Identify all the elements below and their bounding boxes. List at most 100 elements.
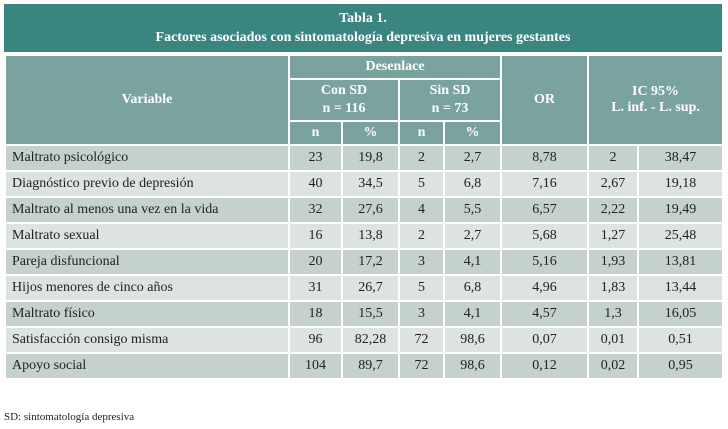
value-cell: 5,5	[442, 196, 503, 224]
con-sd-n: n = 116	[322, 101, 366, 116]
value-cell: 16	[288, 222, 343, 250]
variable-cell: Maltrato físico	[4, 300, 290, 328]
value-cell: 20	[288, 248, 343, 276]
value-cell: 89,7	[341, 352, 400, 380]
table-number: Tabla 1.	[339, 11, 387, 26]
value-cell: 19,49	[637, 196, 725, 224]
value-cell: 8,78	[500, 144, 590, 172]
value-cell: 2,22	[587, 196, 640, 224]
value-cell: 1,3	[587, 300, 640, 328]
value-cell: 4,96	[500, 274, 590, 302]
header-or: OR	[500, 54, 590, 146]
value-cell: 0,07	[500, 326, 590, 354]
table-row: Apoyo social 104 89,7 72 98,6 0,12 0,02 0,95	[4, 352, 725, 380]
value-cell: 98,6	[442, 352, 503, 380]
table-row: Maltrato psicológico 23 19,8 2 2,7 8,78 2 38,47	[4, 144, 725, 172]
value-cell: 32	[288, 196, 343, 224]
header-variable: Variable	[4, 54, 290, 146]
value-cell: 19,8	[341, 144, 400, 172]
value-cell: 2	[587, 144, 640, 172]
value-cell: 31	[288, 274, 343, 302]
value-cell: 6,8	[442, 274, 503, 302]
ic-sub-label: L. inf. - L. sup.	[611, 100, 700, 115]
table-row: Maltrato sexual 16 13,8 2 2,7 5,68 1,27 25,48	[4, 222, 725, 250]
table-row: Diagnóstico previo de depresión 40 34,5 5 6,…	[4, 170, 725, 198]
value-cell: 2,7	[442, 144, 503, 172]
variable-cell: Apoyo social	[4, 352, 290, 380]
value-cell: 7,16	[500, 170, 590, 198]
value-cell: 2,67	[587, 170, 640, 198]
data-table: Variable Desenlace OR IC 95% L. inf. - L.…	[4, 54, 725, 380]
footnote: SD: sintomatología depresiva	[4, 411, 135, 423]
value-cell: 0,12	[500, 352, 590, 380]
value-cell: 3	[398, 248, 445, 276]
value-cell: 72	[398, 326, 445, 354]
value-cell: 82,28	[341, 326, 400, 354]
variable-cell: Hijos menores de cinco años	[4, 274, 290, 302]
value-cell: 4,57	[500, 300, 590, 328]
value-cell: 4	[398, 196, 445, 224]
value-cell: 0,51	[637, 326, 725, 354]
sin-sd-n: n = 73	[431, 101, 469, 116]
header-n: n	[398, 120, 445, 146]
variable-cell: Maltrato psicológico	[4, 144, 290, 172]
header-pct: %	[341, 120, 400, 146]
value-cell: 2	[398, 144, 445, 172]
value-cell: 5	[398, 274, 445, 302]
value-cell: 96	[288, 326, 343, 354]
value-cell: 1,27	[587, 222, 640, 250]
value-cell: 5,68	[500, 222, 590, 250]
value-cell: 5,16	[500, 248, 590, 276]
variable-cell: Pareja disfuncional	[4, 248, 290, 276]
value-cell: 34,5	[341, 170, 400, 198]
value-cell: 15,5	[341, 300, 400, 328]
header-sin-sd: Sin SD n = 73	[397, 78, 503, 122]
header-con-sd: Con SD n = 116	[288, 78, 400, 122]
con-sd-label: Con SD	[320, 83, 368, 98]
header-ic: IC 95% L. inf. - L. sup.	[587, 54, 725, 146]
value-cell: 23	[288, 144, 343, 172]
value-cell: 38,47	[637, 144, 725, 172]
value-cell: 0,01	[587, 326, 640, 354]
value-cell: 13,81	[637, 248, 725, 276]
header-n: n	[288, 120, 343, 146]
variable-cell: Maltrato al menos una vez en la vida	[4, 196, 290, 224]
value-cell: 6,8	[442, 170, 503, 198]
table-caption: Factores asociados con sintomatología de…	[155, 30, 571, 45]
header-outcome: Desenlace	[287, 54, 503, 80]
value-cell: 1,93	[587, 248, 640, 276]
table-title: Tabla 1. Factores asociados con sintomat…	[4, 4, 722, 52]
value-cell: 2	[398, 222, 445, 250]
variable-cell: Diagnóstico previo de depresión	[4, 170, 290, 198]
table-row: Maltrato físico 18 15,5 3 4,1 4,57 1,3 16,05	[4, 300, 725, 328]
value-cell: 17,2	[341, 248, 400, 276]
value-cell: 27,6	[341, 196, 400, 224]
value-cell: 16,05	[637, 300, 725, 328]
value-cell: 98,6	[442, 326, 503, 354]
sin-sd-label: Sin SD	[429, 83, 471, 98]
value-cell: 0,02	[587, 352, 640, 380]
value-cell: 5	[398, 170, 445, 198]
table-row: Satisfacción consigo misma 96 82,28 72 98,6 0…	[4, 326, 725, 354]
value-cell: 4,1	[442, 248, 503, 276]
value-cell: 13,44	[637, 274, 725, 302]
value-cell: 3	[398, 300, 445, 328]
value-cell: 26,7	[341, 274, 400, 302]
value-cell: 13,8	[341, 222, 400, 250]
variable-cell: Maltrato sexual	[4, 222, 290, 250]
value-cell: 4,1	[442, 300, 503, 328]
value-cell: 40	[288, 170, 343, 198]
value-cell: 18	[288, 300, 343, 328]
table-row: Hijos menores de cinco años 31 26,7 5 6,8 4,9…	[4, 274, 725, 302]
value-cell: 72	[398, 352, 445, 380]
header-pct: %	[442, 120, 503, 146]
value-cell: 0,95	[637, 352, 725, 380]
value-cell: 2,7	[442, 222, 503, 250]
value-cell: 6,57	[500, 196, 590, 224]
value-cell: 1,83	[587, 274, 640, 302]
value-cell: 19,18	[637, 170, 725, 198]
value-cell: 104	[288, 352, 343, 380]
ic-label: IC 95%	[632, 84, 680, 99]
table-row: Maltrato al menos una vez en la vida 32 27…	[4, 196, 725, 224]
variable-cell: Satisfacción consigo misma	[4, 326, 290, 354]
